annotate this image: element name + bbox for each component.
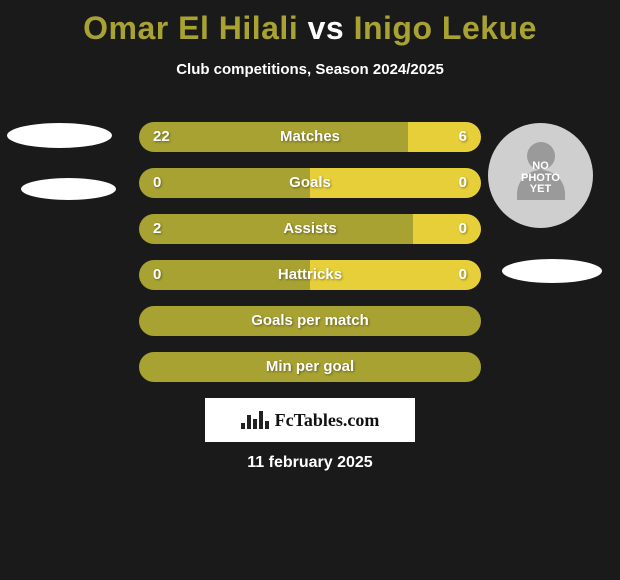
stat-label: Matches [139,122,481,152]
no-photo-label: NO PHOTO YET [488,161,593,196]
stat-label: Hattricks [139,260,481,290]
nophoto-l3: YET [530,183,551,195]
brand-logo[interactable]: FcTables.com [205,398,415,442]
stat-full-row: Min per goal [139,352,481,382]
stat-full-row: Goals per match [139,306,481,336]
title-vs: vs [308,10,345,46]
logo-bars-icon [241,411,269,429]
title-player2: Inigo Lekue [354,10,537,46]
page-title: Omar El Hilali vs Inigo Lekue [0,0,620,47]
stat-row: 20Assists [139,214,481,244]
avatar-right: NO PHOTO YET [488,123,593,228]
stat-label: Goals [139,168,481,198]
stat-row: 00Hattricks [139,260,481,290]
subtitle: Club competitions, Season 2024/2025 [0,61,620,78]
title-player1: Omar El Hilali [83,10,298,46]
nophoto-l1: NO [532,160,549,172]
avatar-right-shadow-ellipse [502,259,602,283]
date-label: 11 february 2025 [0,454,620,472]
stat-label: Assists [139,214,481,244]
avatar-left-ellipse-top [7,123,112,148]
stat-row: 226Matches [139,122,481,152]
stat-label: Goals per match [141,308,479,334]
avatar-left-ellipse-bottom [21,178,116,200]
stat-row: 00Goals [139,168,481,198]
nophoto-l2: PHOTO [521,172,560,184]
stat-label: Min per goal [141,354,479,380]
brand-text: FcTables.com [275,410,380,431]
stats-container: 226Matches 00Goals 20Assists 00Hattricks Goa… [139,122,481,398]
